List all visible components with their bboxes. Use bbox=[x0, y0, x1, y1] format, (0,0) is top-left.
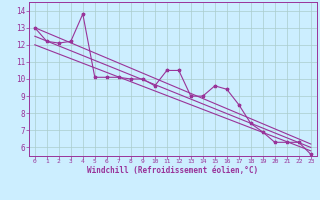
X-axis label: Windchill (Refroidissement éolien,°C): Windchill (Refroidissement éolien,°C) bbox=[87, 166, 258, 175]
